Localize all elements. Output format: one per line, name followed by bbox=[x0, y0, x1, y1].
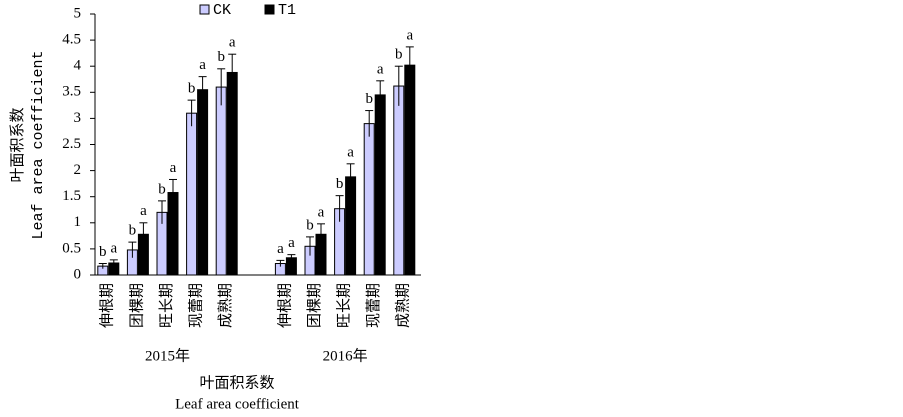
bar bbox=[363, 123, 375, 276]
significance-letter: a bbox=[229, 35, 236, 51]
y-tick-label: 2 bbox=[74, 162, 82, 178]
x-tick-label: 旺长期 bbox=[336, 283, 353, 328]
legend-swatch bbox=[199, 4, 210, 15]
group-label: 2016年 bbox=[323, 347, 368, 364]
x-axis-title: 叶面积系数 bbox=[199, 374, 274, 391]
bar bbox=[404, 64, 416, 276]
y-tick-label: 5 bbox=[74, 5, 82, 21]
y-tick-label: 4 bbox=[74, 58, 82, 74]
x-tick-label: 团棵期 bbox=[128, 283, 145, 328]
y-tick-label: 1.5 bbox=[62, 188, 81, 204]
x-axis-title: Leaf area coefficient bbox=[175, 396, 300, 412]
significance-letter: b bbox=[158, 181, 166, 197]
y-tick-label: 2.5 bbox=[62, 136, 81, 152]
significance-letter: b bbox=[217, 49, 225, 65]
significance-letter: b bbox=[365, 91, 373, 107]
legend-swatch bbox=[264, 4, 275, 15]
bar bbox=[197, 89, 209, 276]
significance-letter: a bbox=[110, 240, 117, 256]
significance-letter: a bbox=[288, 235, 295, 251]
bar bbox=[186, 112, 198, 276]
y-tick-label: 0.5 bbox=[62, 240, 81, 256]
bar bbox=[393, 85, 405, 276]
y-axis-title: Leaf area coefficient bbox=[30, 50, 47, 239]
x-tick-label: 伸根期 bbox=[276, 283, 293, 328]
y-axis-title: 叶面积系数 bbox=[9, 107, 27, 182]
x-tick-label: 成熟期 bbox=[217, 283, 234, 328]
significance-letter: b bbox=[99, 244, 107, 260]
y-tick-label: 3 bbox=[74, 110, 82, 126]
significance-letter: a bbox=[140, 203, 147, 219]
bar bbox=[215, 86, 227, 276]
significance-letter: a bbox=[318, 204, 325, 220]
significance-letter: b bbox=[129, 223, 137, 239]
y-tick-label: 3.5 bbox=[62, 84, 81, 100]
significance-letter: b bbox=[336, 176, 344, 192]
x-tick-label: 现蕾期 bbox=[188, 283, 205, 328]
significance-letter: a bbox=[170, 160, 177, 176]
y-tick-label: 1 bbox=[74, 214, 82, 230]
significance-letter: a bbox=[199, 57, 206, 73]
x-tick-label: 成熟期 bbox=[395, 283, 412, 328]
x-tick-label: 团棵期 bbox=[306, 283, 323, 328]
significance-letter: b bbox=[395, 47, 403, 63]
x-tick-label: 旺长期 bbox=[158, 283, 175, 328]
bar bbox=[345, 176, 357, 276]
legend-label: T1 bbox=[278, 2, 296, 19]
group-label: 2015年 bbox=[145, 347, 190, 364]
significance-letter: a bbox=[347, 144, 354, 160]
y-tick-label: 0 bbox=[74, 266, 82, 282]
significance-letter: b bbox=[306, 217, 314, 233]
significance-letter: a bbox=[377, 61, 384, 77]
significance-letter: a bbox=[277, 241, 284, 257]
significance-letter: b bbox=[188, 81, 196, 97]
bar bbox=[226, 71, 238, 276]
legend-label: CK bbox=[213, 2, 231, 19]
bar bbox=[374, 94, 386, 276]
x-tick-label: 伸根期 bbox=[99, 283, 116, 328]
x-tick-label: 现蕾期 bbox=[365, 283, 382, 328]
significance-letter: a bbox=[406, 27, 413, 43]
y-tick-label: 4.5 bbox=[62, 32, 81, 48]
